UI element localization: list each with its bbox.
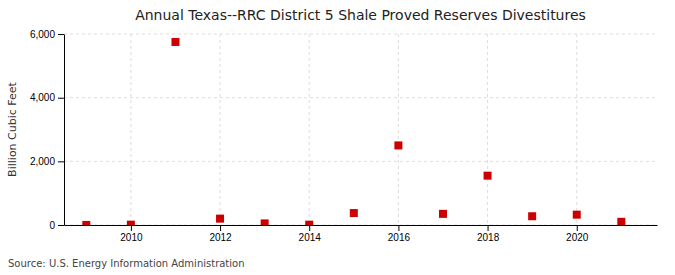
x-tick-label: 2012 [209,232,232,243]
y-tick-label: 2,000 [30,156,55,167]
x-tick-mark [309,225,310,231]
point [394,141,402,149]
point [171,38,179,46]
plot-area: 2010 2012 2014 2016 2018 2020 0 2,000 4,000 6,000 [30,29,658,243]
annotation: Source: U.S. Energy Information Administ… [8,258,245,269]
y-tick-mark [58,34,64,35]
points [82,38,625,225]
y-grid-line [64,34,657,35]
y-tick-label: 0 [49,220,55,231]
y-tick: 4,000 [30,92,64,103]
point [528,212,536,220]
point [261,219,269,225]
x-tick-mark [398,225,399,231]
y-axis-line [64,35,65,226]
point [573,211,581,219]
y-axis-title: Billion Cubic Feet [6,81,19,176]
x-grid-line [220,34,221,225]
x-tick-label: 2014 [299,232,322,243]
y-grid-line [64,225,657,226]
x-grid-line [398,34,399,225]
x-tick-mark [220,225,221,231]
point [305,221,313,225]
grid [64,34,657,225]
y-grid-line [64,161,657,162]
x-tick: 2012 [209,225,232,243]
x-tick-label: 2020 [566,232,589,243]
x-tick: 2010 [120,225,143,243]
y-tick-mark [58,98,64,99]
point [216,215,224,223]
point [127,221,135,225]
point [484,172,492,180]
x-tick-label: 2010 [120,232,143,243]
y-grid-line [64,97,657,98]
x-tick-mark [131,225,132,231]
x-tick-label: 2018 [477,232,500,243]
y-axis: 0 2,000 4,000 6,000 [30,29,65,231]
y-tick-mark [58,225,64,226]
y-tick: 6,000 [30,29,64,40]
x-grid-line [130,34,131,225]
x-tick-mark [577,225,578,231]
x-tick: 2020 [566,225,589,243]
y-tick: 0 [49,220,64,231]
point [350,209,358,217]
x-tick-label: 2016 [388,232,411,243]
x-tick: 2016 [388,225,411,243]
point [617,218,625,225]
x-tick-mark [488,225,489,231]
x-axis-line [65,225,658,226]
point [439,210,447,218]
x-tick: 2018 [477,225,500,243]
y-tick-label: 4,000 [30,92,55,103]
chart: 2010 2012 2014 2016 2018 2020 0 2,000 4,000 6,000… [0,0,675,275]
y-tick: 2,000 [30,156,64,167]
x-axis: 2010 2012 2014 2016 2018 2020 [65,225,658,243]
title: Annual Texas--RRC District 5 Shale Prove… [135,7,586,23]
point [82,221,90,225]
x-grid-line [309,34,310,225]
x-tick: 2014 [299,225,322,243]
y-tick-mark [58,161,64,162]
y-tick-label: 6,000 [30,29,55,40]
x-grid-line [576,34,577,225]
x-grid-line [487,34,488,225]
